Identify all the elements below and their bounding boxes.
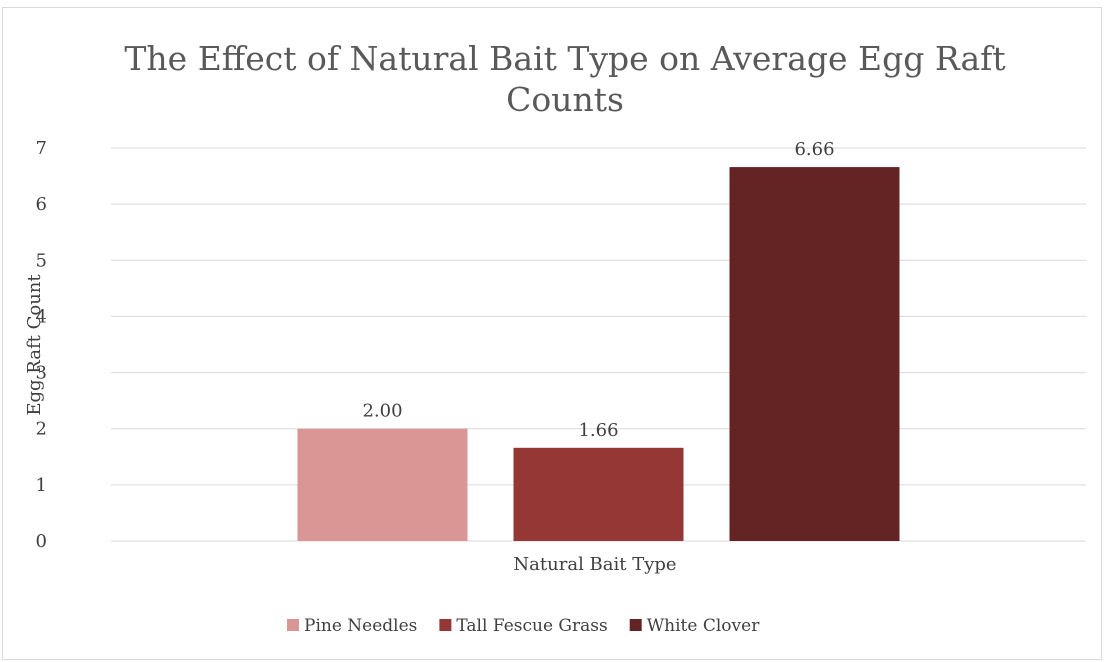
chart-title-line-1: The Effect of Natural Bait Type on Avera… (124, 39, 1005, 78)
y-tick-label: 4 (36, 306, 47, 327)
bar-tall-fescue-grass (513, 447, 684, 541)
chart-frame: The Effect of Natural Bait Type on Avera… (2, 7, 1102, 660)
data-label: 6.66 (794, 139, 834, 160)
y-tick-label: 3 (36, 363, 47, 384)
bars (297, 167, 900, 542)
legend: Pine Needles Tall Fescue Grass White Clove… (287, 616, 760, 636)
legend-swatch (287, 619, 299, 631)
chart: The Effect of Natural Bait Type on Avera… (24, 39, 1086, 636)
gridlines (111, 147, 1086, 542)
data-label: 1.66 (578, 420, 618, 441)
x-axis-title: Natural Bait Type (513, 554, 676, 575)
y-axis-ticks: 0 1 2 3 4 5 6 7 (36, 138, 47, 552)
y-tick-label: 0 (36, 531, 47, 552)
y-tick-label: 5 (36, 250, 47, 271)
legend-label: White Clover (647, 616, 760, 636)
y-tick-label: 7 (36, 138, 47, 159)
legend-swatch (439, 619, 452, 631)
bar-pine-needles (297, 428, 468, 541)
y-axis-title: Egg Raft Count (24, 274, 45, 416)
legend-label: Tall Fescue Grass (456, 616, 607, 636)
bar-white-clover (729, 167, 900, 542)
y-tick-label: 2 (36, 419, 47, 440)
y-tick-label: 1 (36, 475, 47, 496)
legend-label: Pine Needles (304, 616, 417, 636)
chart-title-line-2: Counts (506, 80, 624, 119)
legend-swatch (629, 619, 642, 631)
data-label: 2.00 (362, 401, 402, 422)
data-labels: 2.00 1.66 6.66 (362, 139, 834, 441)
y-tick-label: 6 (36, 194, 47, 215)
